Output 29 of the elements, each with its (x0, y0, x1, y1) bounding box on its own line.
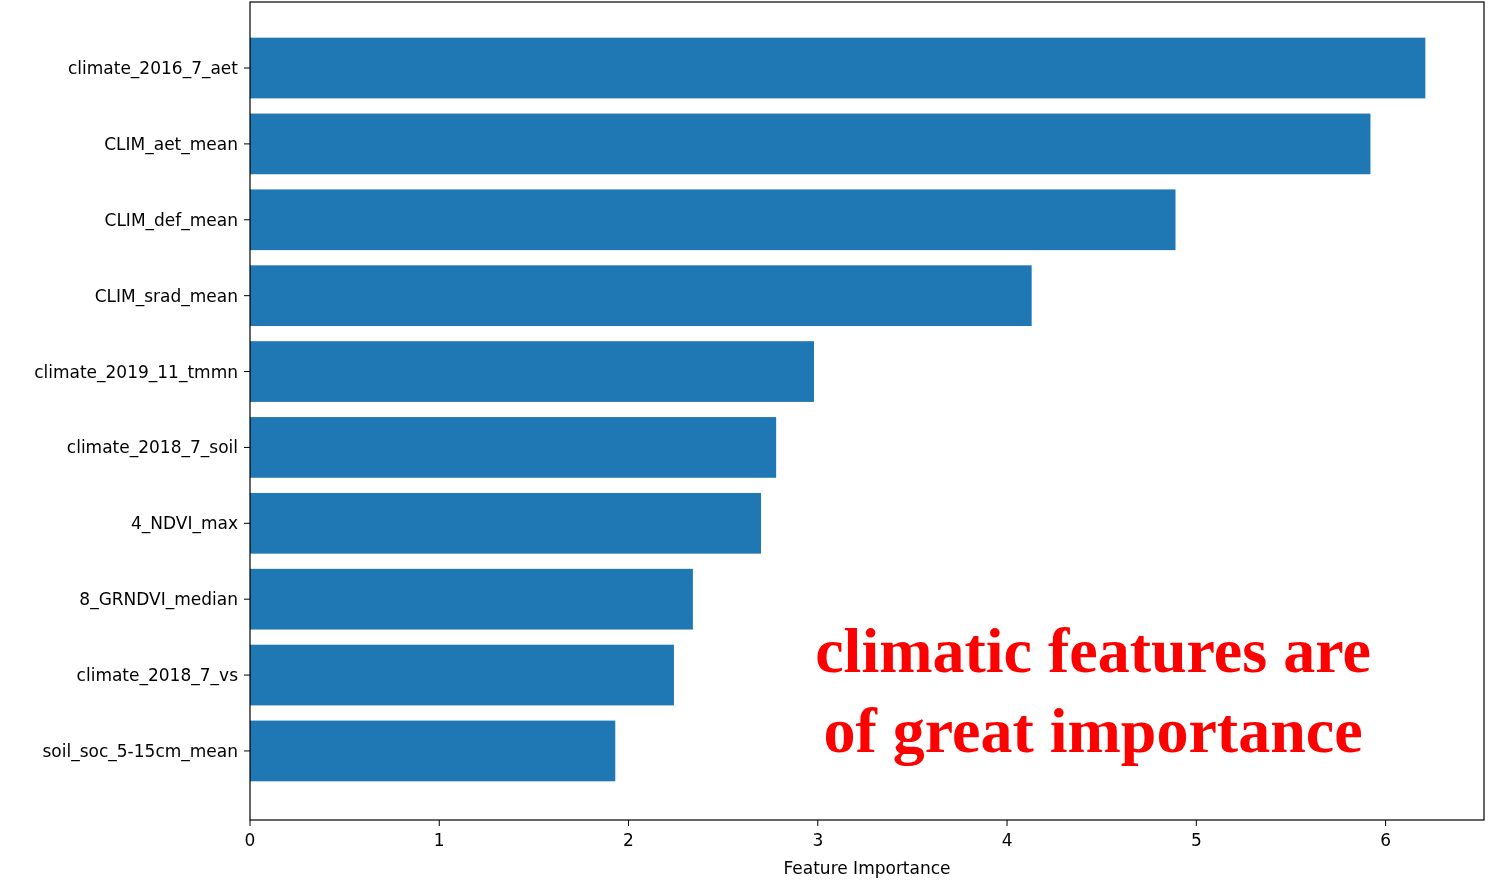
y-tick-label: climate_2016_7_aet (67, 58, 239, 80)
x-tick-label: 1 (433, 830, 445, 850)
bar (250, 189, 1176, 251)
bar (250, 417, 777, 478)
y-tick-label: climate_2019_11_tmmn (34, 361, 238, 383)
annotation: climatic features are of great importance (815, 615, 1371, 766)
bar (250, 37, 1426, 99)
bar (250, 265, 1032, 327)
y-tick-label: soil_soc_5-15cm_mean (42, 740, 238, 762)
x-tick-label: 6 (1380, 830, 1391, 850)
bar (250, 492, 762, 554)
bar (250, 568, 693, 630)
bar (250, 113, 1371, 175)
x-tick-label: 0 (244, 830, 256, 850)
y-tick-label: climate_2018_7_vs (76, 665, 239, 687)
bar (250, 720, 616, 782)
y-tick-label: CLIM_srad_mean (94, 285, 238, 307)
x-tick-label: 2 (623, 830, 634, 850)
bar (250, 644, 674, 706)
y-tick-label: climate_2018_7_soil (66, 437, 238, 459)
x-axis-title: Feature Importance (783, 858, 951, 878)
x-tick-label: 4 (1001, 830, 1013, 850)
bar (250, 341, 815, 402)
x-tick-label: 5 (1190, 830, 1202, 850)
y-tick-label: 4_NDVI_max (130, 513, 238, 535)
y-tick-label: CLIM_def_mean (104, 209, 238, 231)
x-tick-label: 3 (812, 830, 824, 850)
y-tick-label: CLIM_aet_mean (104, 133, 238, 155)
y-tick-label: 8_GRNDVI_median (79, 589, 238, 611)
